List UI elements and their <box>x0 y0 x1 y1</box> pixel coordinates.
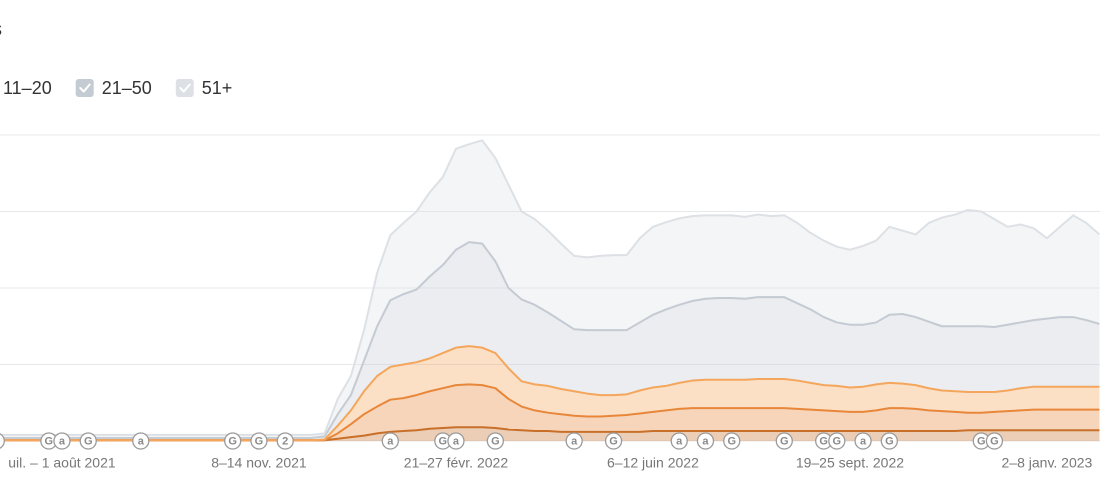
annotation-marker: a <box>381 432 399 450</box>
annotation-label: a <box>702 435 709 447</box>
annotation-label: a <box>571 435 578 447</box>
annotation-circle <box>670 432 688 450</box>
legend-item: 11–20 <box>3 78 52 98</box>
annotation-circle <box>723 432 741 450</box>
annotation-label: G <box>609 435 618 447</box>
annotation-circle <box>696 432 715 450</box>
annotation-marker: a <box>447 432 465 450</box>
annotation-circle <box>604 432 623 450</box>
annotation-circle <box>381 432 399 450</box>
legend-label: 51+ <box>202 78 233 98</box>
annotation-circle <box>486 432 505 450</box>
annotation-circle <box>224 432 242 450</box>
x-tick-label: uil. – 1 août 2021 <box>8 455 116 471</box>
legend-check <box>179 83 191 93</box>
annotation-circle <box>880 432 898 450</box>
annotation-marker: a <box>53 432 71 450</box>
legend-checkbox <box>75 79 94 97</box>
annotation-label: a <box>453 435 460 447</box>
annotation-label: G <box>885 435 894 447</box>
x-tick-label: 21–27 févr. 2022 <box>404 455 509 471</box>
annotation-circle <box>775 432 793 450</box>
area-line <box>0 139 1100 436</box>
annotation-label: G <box>491 435 500 447</box>
annotation-circle <box>828 432 846 450</box>
annotation-circle <box>447 432 465 450</box>
annotation-marker: a <box>854 432 872 450</box>
annotation-label: G <box>228 435 237 447</box>
annotation-label: a <box>676 435 683 447</box>
area-line <box>0 241 1100 439</box>
annotation-marker: a <box>670 432 688 450</box>
annotation-label: G <box>833 435 842 447</box>
annotation-label: a <box>138 435 145 447</box>
annotation-marker: G <box>486 432 505 450</box>
annotation-label: G <box>990 435 999 447</box>
annotation-marker: G <box>972 432 990 450</box>
x-tick-label: 8–14 nov. 2021 <box>211 455 307 471</box>
annotation-circle <box>565 432 583 450</box>
annotation-marker: a <box>565 432 583 450</box>
annotation-circle <box>985 432 1004 450</box>
annotation-label: G <box>84 435 93 447</box>
annotation-label: a <box>59 435 66 447</box>
annotation-label: a <box>387 435 394 447</box>
annotation-marker: G <box>828 432 846 450</box>
area-band <box>0 346 1100 441</box>
annotation-circle <box>53 432 71 450</box>
annotation-marker: G <box>79 432 97 450</box>
annotation-label: G <box>819 435 828 447</box>
annotation-circle <box>0 433 5 449</box>
annotation-label: 2 <box>282 435 288 447</box>
area-band <box>0 242 1100 441</box>
annotation-label: G <box>727 435 736 447</box>
annotation-circle <box>79 432 97 450</box>
area-band <box>0 140 1100 438</box>
annotation-label: G <box>45 435 54 447</box>
annotation-marker: G <box>723 432 741 450</box>
annotation-label: G <box>255 435 264 447</box>
annotation-marker: G <box>224 432 242 450</box>
annotation-label: G <box>977 435 986 447</box>
annotation-circle <box>276 432 294 450</box>
annotation-circle <box>250 432 268 450</box>
annotation-marker: G <box>880 432 898 450</box>
legend-label: 11–20 <box>3 78 52 98</box>
annotation-marker: G <box>985 432 1004 450</box>
annotation-marker: a <box>696 432 715 450</box>
annotation-label: G <box>780 435 789 447</box>
annotation-circle <box>854 432 872 450</box>
area-band <box>0 384 1100 441</box>
annotation-marker: 2 <box>276 432 294 450</box>
legend-label: 21–50 <box>102 78 152 98</box>
annotation-marker: G <box>775 432 793 450</box>
legend-checkbox <box>175 79 194 97</box>
chart-title: s <box>0 18 2 40</box>
annotation-marker: G <box>434 432 452 450</box>
annotation-marker: G <box>604 432 623 450</box>
legend-item: 21–50 <box>75 78 152 98</box>
annotation-label: a <box>860 435 867 447</box>
x-tick-label: 2–8 janv. 2023 <box>1002 455 1093 471</box>
annotation-marker: a <box>132 432 150 450</box>
annotation-marker: 2 <box>0 433 5 449</box>
legend-check <box>79 83 91 93</box>
x-tick-label: 19–25 sept. 2022 <box>796 455 904 471</box>
area-line <box>0 345 1100 442</box>
annotation-circle <box>132 432 150 450</box>
legend-item: 51+ <box>175 78 233 98</box>
annotation-label: G <box>439 435 448 447</box>
x-tick-label: 6–12 juin 2022 <box>607 455 699 471</box>
annotation-marker: G <box>250 432 268 450</box>
